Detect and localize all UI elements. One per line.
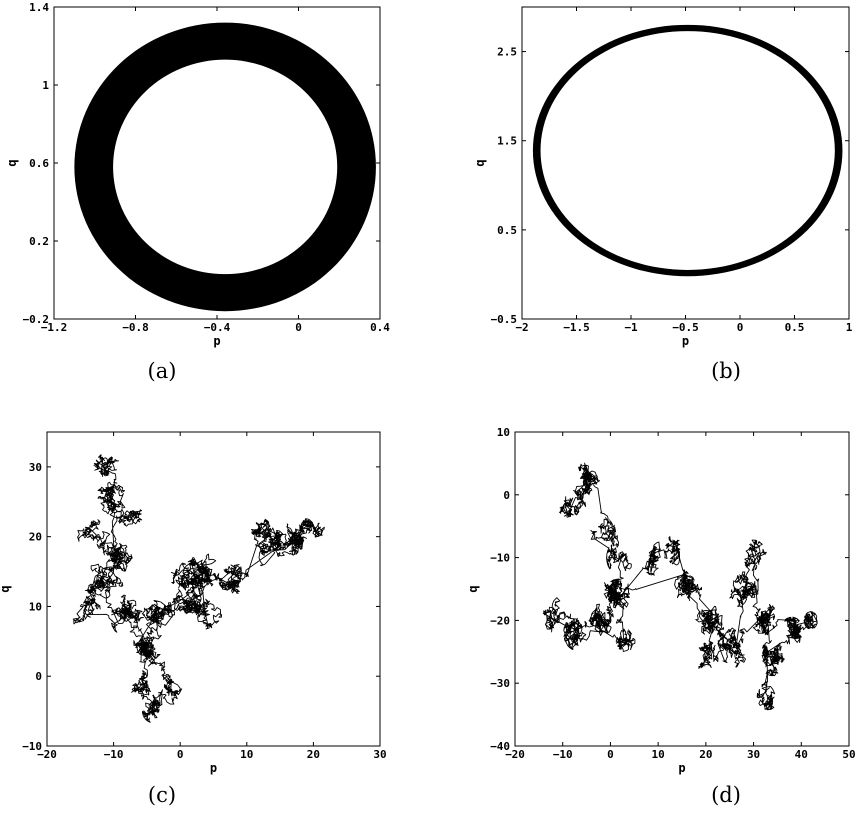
plot-content	[74, 22, 376, 312]
x-tick-label: 0.5	[785, 321, 805, 334]
y-tick-label: −0.5	[491, 313, 518, 326]
random-walk-trajectory	[72, 454, 325, 723]
axes-box	[46, 431, 381, 747]
y-tick-label: 30	[29, 461, 42, 474]
x-tick-label: −10	[553, 748, 573, 761]
x-tick-label: 10	[652, 748, 665, 761]
y-tick-label: −20	[490, 614, 510, 627]
y-tick-label: 0.2	[29, 235, 49, 248]
x-tick-label: −20	[505, 748, 525, 761]
y-tick-label: −30	[490, 677, 510, 690]
y-axis-label: q	[0, 585, 12, 592]
x-tick-label: 0	[607, 748, 614, 761]
panel-a: −1.2 −0.8 −0.4 0 0.4 −0.2 0.2 0.6 1 1.4 p q (a)	[5, 1, 390, 383]
y-tick-label: 0.5	[497, 224, 517, 237]
x-tick-label: −1.2	[41, 321, 68, 334]
panel-caption: (c)	[148, 783, 176, 807]
x-tick-label: 1	[846, 321, 853, 334]
y-tick-label: 1.5	[497, 135, 517, 148]
y-tick-label: 1	[42, 79, 49, 92]
x-tick-label: −10	[104, 748, 124, 761]
x-tick-label: −0.8	[122, 321, 149, 334]
x-tick-label: 0	[295, 321, 302, 334]
trajectory-annulus	[532, 24, 843, 277]
y-axis-label: q	[5, 159, 19, 166]
x-tick-label: 30	[747, 748, 760, 761]
x-tick-label: 0	[737, 321, 744, 334]
y-axis-label: q	[473, 159, 487, 166]
panel-caption: (b)	[711, 359, 741, 383]
y-tick-label: 10	[29, 600, 42, 613]
x-tick-label: −1	[624, 321, 638, 334]
x-axis-label: p	[210, 761, 217, 775]
y-tick-label: 10	[497, 426, 510, 439]
y-tick-label: 0	[35, 670, 42, 683]
x-tick-label: 20	[699, 748, 712, 761]
y-tick-label: 1.4	[29, 1, 49, 14]
y-tick-label: 20	[29, 531, 42, 544]
y-tick-label: −40	[490, 740, 510, 753]
panel-d: −20 −10 0 10 20 30 40 50 −40 −30 −20 −10 0 10 p q (d)	[466, 426, 856, 807]
y-tick-label: 0	[503, 489, 510, 502]
x-axis-label: p	[213, 334, 220, 348]
y-tick-label: 2.5	[497, 46, 517, 59]
y-axis-label: q	[466, 585, 480, 592]
x-tick-label: 0.4	[370, 321, 390, 334]
x-tick-label: −1.5	[563, 321, 590, 334]
y-tick-label: −0.2	[23, 313, 50, 326]
x-tick-label: −0.4	[204, 321, 231, 334]
y-tick-label: −10	[22, 740, 42, 753]
panel-b: −2 −1.5 −1 −0.5 0 0.5 1 −0.5 0.5 1.5 2.5 p q (b)	[473, 6, 853, 383]
x-tick-label: 10	[240, 748, 253, 761]
y-tick-label: 0.6	[29, 157, 49, 170]
plot-content	[532, 24, 843, 277]
panel-caption: (d)	[711, 783, 741, 807]
y-tick-label: −10	[490, 552, 510, 565]
x-axis-label: p	[682, 334, 689, 348]
x-tick-label: 50	[842, 748, 855, 761]
plot-content	[72, 454, 325, 723]
x-axis-label: p	[678, 761, 685, 775]
x-tick-label: 40	[795, 748, 808, 761]
panel-caption: (a)	[148, 359, 177, 383]
x-tick-label: −2	[515, 321, 528, 334]
trajectory-annulus	[74, 22, 376, 312]
x-tick-label: −0.5	[672, 321, 699, 334]
x-tick-label: 30	[373, 748, 386, 761]
random-walk-trajectory	[542, 462, 818, 711]
x-tick-label: 0	[177, 748, 184, 761]
plot-content	[542, 462, 818, 711]
x-tick-label: −20	[37, 748, 57, 761]
x-tick-label: 20	[307, 748, 320, 761]
axes-box	[514, 431, 850, 747]
